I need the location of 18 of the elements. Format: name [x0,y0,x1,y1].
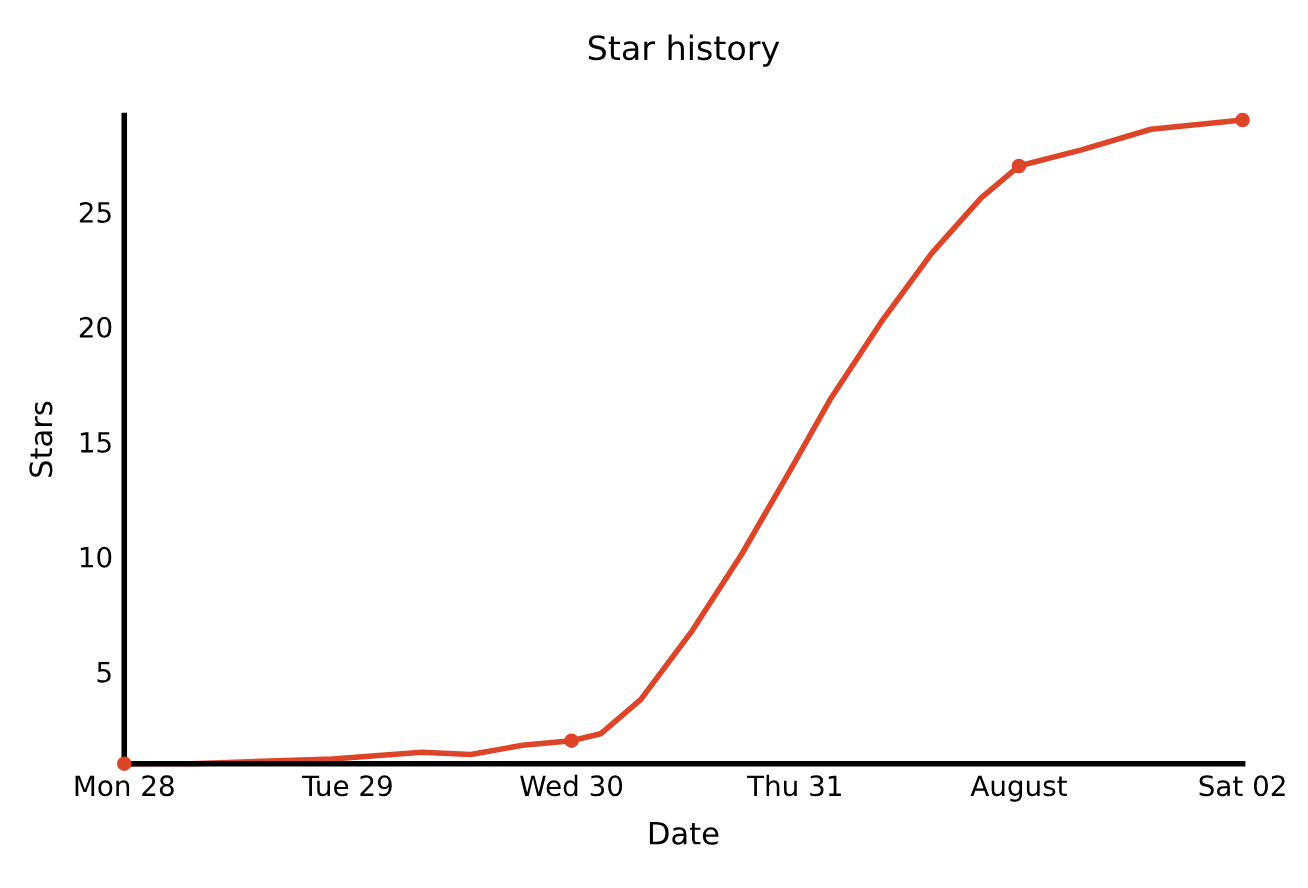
x-axis-title: Date [649,822,719,845]
x-tick-label: Thu 31 [747,774,841,797]
y-axis-title: Stars [29,401,53,477]
x-tick-label: Tue 29 [302,775,392,797]
point [116,756,132,771]
x-tick-label: Wed 30 [520,774,623,797]
y-tick-label: 20 [79,316,112,338]
point [1011,158,1027,174]
chart-title: Star history [588,34,780,67]
x-tick-label: Mon 28 [75,775,174,797]
point [1235,112,1250,128]
y-tick-label: 10 [80,546,112,568]
y-tick-label: 25 [79,201,111,223]
y-tick-label: 15 [80,432,111,453]
y-tick-label: 5 [97,662,111,683]
x-tick-label: August [970,775,1067,802]
point [564,733,579,748]
x-tick-label: Sat 02 [1199,775,1285,797]
